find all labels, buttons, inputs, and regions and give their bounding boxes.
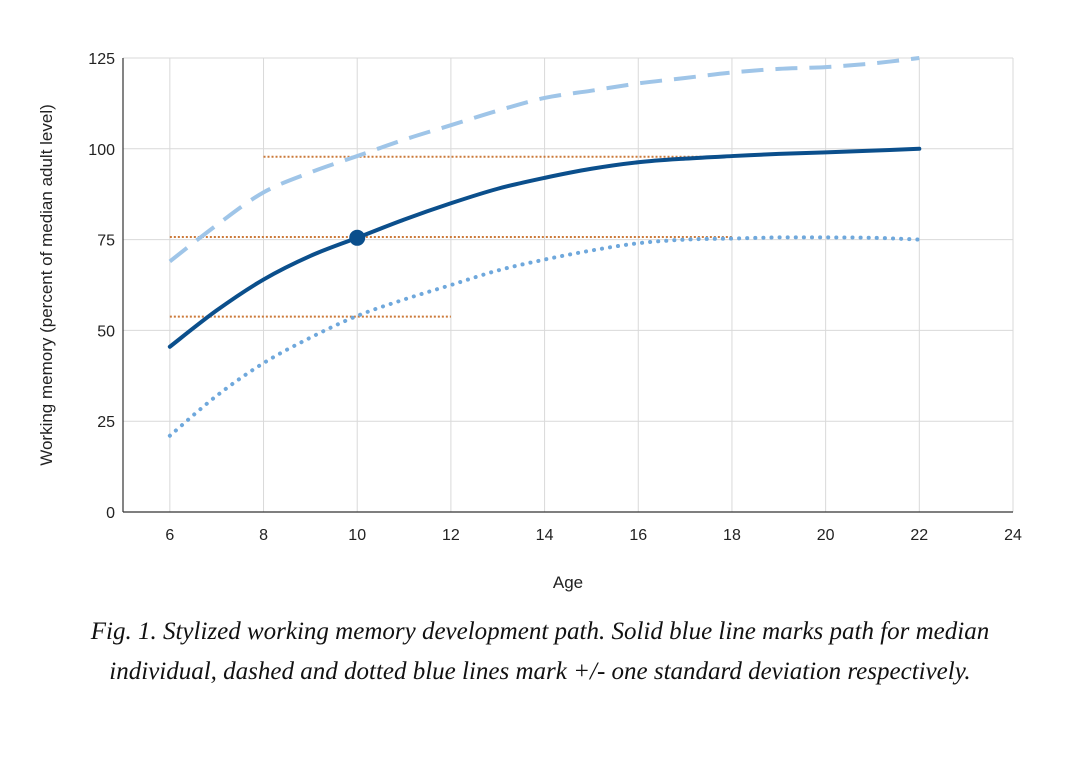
y-tick-label: 25 (97, 414, 115, 431)
plus-one-sd-line (168, 56, 920, 263)
x-tick-label: 14 (536, 527, 554, 544)
x-tick-label: 6 (165, 527, 174, 544)
y-tick-label: 75 (97, 233, 115, 250)
y-tick-label: 0 (106, 505, 115, 522)
reference-lines (169, 155, 732, 318)
chart-grid (123, 57, 1014, 512)
highlight-point (349, 229, 366, 246)
x-tick-label: 16 (629, 527, 647, 544)
median-line (167, 146, 922, 349)
highlight-point-layer (349, 229, 366, 246)
series-lines (167, 56, 922, 438)
minus-one-sd-line (167, 235, 922, 438)
x-tick-label: 8 (259, 527, 268, 544)
y-tick-label: 100 (88, 142, 115, 159)
x-tick-label: 22 (910, 527, 928, 544)
x-tick-label: 10 (348, 527, 366, 544)
x-tick-label: 18 (723, 527, 741, 544)
y-tick-label: 50 (97, 323, 115, 340)
x-tick-label: 12 (442, 527, 460, 544)
working-memory-chart: 6 8 10 12 14 16 18 20 22 24 0 25 50 75 100 125 Age Work… (37, 51, 1022, 592)
figure-caption: Fig. 1. Stylized working memory developm… (90, 618, 990, 685)
x-axis-title: Age (553, 573, 583, 592)
tick-labels: 6 8 10 12 14 16 18 20 22 24 0 25 50 75 100 125 (88, 51, 1022, 544)
x-tick-label: 20 (817, 527, 835, 544)
x-tick-label: 24 (1004, 527, 1022, 544)
chart-axes (122, 58, 1013, 513)
y-axis-title: Working memory (percent of median adult … (37, 104, 56, 466)
y-tick-label: 125 (88, 51, 115, 68)
